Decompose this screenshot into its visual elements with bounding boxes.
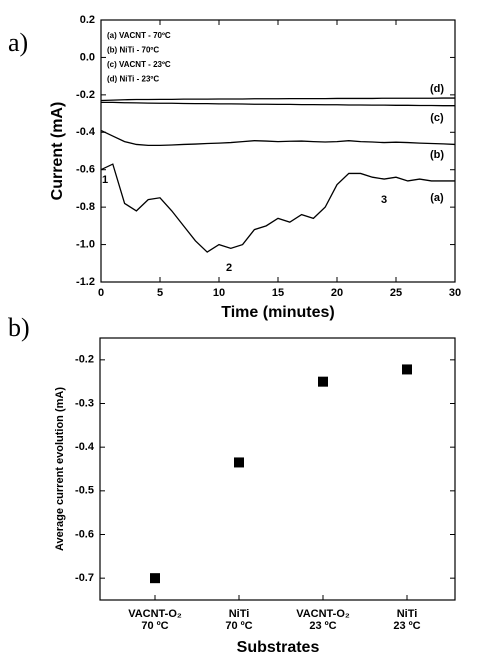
y-tick-label: -0.7 bbox=[75, 572, 94, 584]
x-tick-label: 30 bbox=[449, 287, 461, 299]
legend-entry: (a) VACNT - 70ºC bbox=[107, 31, 171, 40]
y-tick-label: -0.6 bbox=[76, 164, 95, 176]
x-tick-label: 23 ºC bbox=[309, 620, 336, 632]
x-tick-label: VACNT-O₂ bbox=[128, 608, 182, 620]
y-tick-label: -1.0 bbox=[76, 238, 95, 250]
y-tick-label: 0.2 bbox=[80, 14, 95, 26]
annotation: (c) bbox=[430, 112, 444, 124]
annotation: (a) bbox=[430, 192, 444, 204]
y-tick-label: -0.8 bbox=[76, 201, 95, 213]
x-tick-label: 10 bbox=[213, 287, 225, 299]
y-tick-label: -0.2 bbox=[76, 89, 95, 101]
legend-entry: (d) NiTi - 23ºC bbox=[107, 75, 159, 84]
annotation: (d) bbox=[430, 83, 444, 95]
data-line bbox=[100, 163, 455, 253]
annotation: 3 bbox=[381, 194, 387, 206]
x-tick-label: 5 bbox=[157, 287, 163, 299]
x-tick-label: NiTi bbox=[397, 608, 418, 620]
x-tick-label: 15 bbox=[272, 287, 284, 299]
x-tick-label: 23 ºC bbox=[393, 620, 420, 632]
annotation: 2 bbox=[226, 262, 232, 274]
y-axis-label: Current (mA) bbox=[49, 102, 66, 201]
y-tick-label: -0.3 bbox=[75, 397, 94, 409]
y-tick-label: -0.4 bbox=[75, 441, 95, 453]
y-tick-label: -0.2 bbox=[75, 354, 94, 366]
plot-frame bbox=[99, 337, 456, 601]
legend-entry: (b) NiTi - 70ºC bbox=[107, 46, 159, 55]
x-tick-label: 70 ºC bbox=[141, 620, 168, 632]
y-axis-label: Average current evolution (mA) bbox=[54, 387, 66, 551]
data-line bbox=[100, 97, 455, 102]
x-tick-label: 0 bbox=[98, 287, 104, 299]
annotation: 1 bbox=[102, 174, 108, 186]
marker bbox=[318, 376, 328, 387]
marker bbox=[402, 364, 412, 375]
x-tick-label: 25 bbox=[390, 287, 402, 299]
marker bbox=[234, 457, 244, 468]
x-tick-label: VACNT-O₂ bbox=[296, 608, 350, 620]
data-line bbox=[101, 101, 455, 107]
x-tick-label: 70 ºC bbox=[225, 620, 252, 632]
y-tick-label: -1.2 bbox=[76, 276, 95, 288]
y-tick-label: -0.6 bbox=[75, 528, 94, 540]
annotation: (b) bbox=[430, 149, 444, 161]
x-tick-label: 20 bbox=[331, 287, 343, 299]
x-axis-label: Time (minutes) bbox=[221, 304, 335, 321]
x-axis-label: Substrates bbox=[237, 639, 320, 656]
y-tick-label: -0.5 bbox=[75, 485, 94, 497]
panel-label: b) bbox=[8, 313, 30, 342]
legend-entry: (c) VACNT - 23ºC bbox=[107, 60, 171, 69]
panel-label: a) bbox=[8, 28, 28, 57]
data-line bbox=[100, 129, 456, 147]
y-tick-label: 0.0 bbox=[80, 51, 95, 63]
x-tick-label: NiTi bbox=[229, 608, 250, 620]
marker bbox=[150, 573, 160, 584]
y-tick-label: -0.4 bbox=[76, 126, 96, 138]
